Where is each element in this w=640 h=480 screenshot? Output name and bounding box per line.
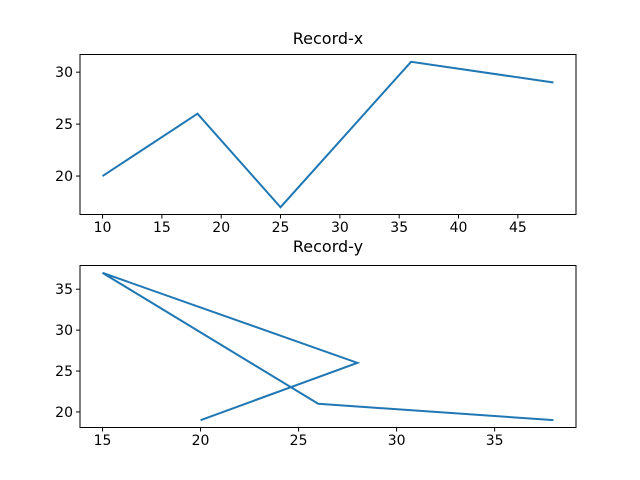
y-tick-label: 25	[55, 364, 73, 380]
x-tick-label: 20	[192, 433, 210, 449]
x-tick-label: 30	[388, 433, 406, 449]
x-tick-label: 45	[509, 220, 527, 236]
x-tick-label: 20	[212, 220, 230, 236]
y-tick-label: 30	[55, 65, 73, 81]
y-tick-label: 30	[55, 323, 73, 339]
x-tick-label: 15	[153, 220, 171, 236]
x-tick-label: 35	[390, 220, 408, 236]
data-line-series	[101, 60, 554, 209]
axes-frame	[79, 54, 577, 215]
x-tick-label: 25	[272, 220, 290, 236]
y-tick-label: 35	[55, 282, 73, 298]
y-tick-label: 25	[55, 117, 73, 133]
chart-title-record-x: Record-x	[292, 29, 364, 48]
x-tick-label: 25	[290, 433, 308, 449]
x-tick-label: 30	[331, 220, 349, 236]
subplot-1: 15 20 25 30 35 20 25 30 35	[55, 265, 577, 449]
y-tick-label: 20	[55, 169, 73, 185]
x-tick-label: 35	[486, 433, 504, 449]
axes-frame	[79, 265, 577, 428]
x-tick-label: 40	[450, 220, 468, 236]
chart-title-record-y: Record-y	[292, 237, 364, 256]
data-line-series	[102, 271, 554, 422]
y-tick-label: 20	[55, 405, 73, 421]
subplot-0: 10 15 20 25 30 35 40 45 20 25 30	[55, 54, 577, 236]
x-tick-label: 10	[94, 220, 112, 236]
x-tick-label: 15	[94, 433, 112, 449]
